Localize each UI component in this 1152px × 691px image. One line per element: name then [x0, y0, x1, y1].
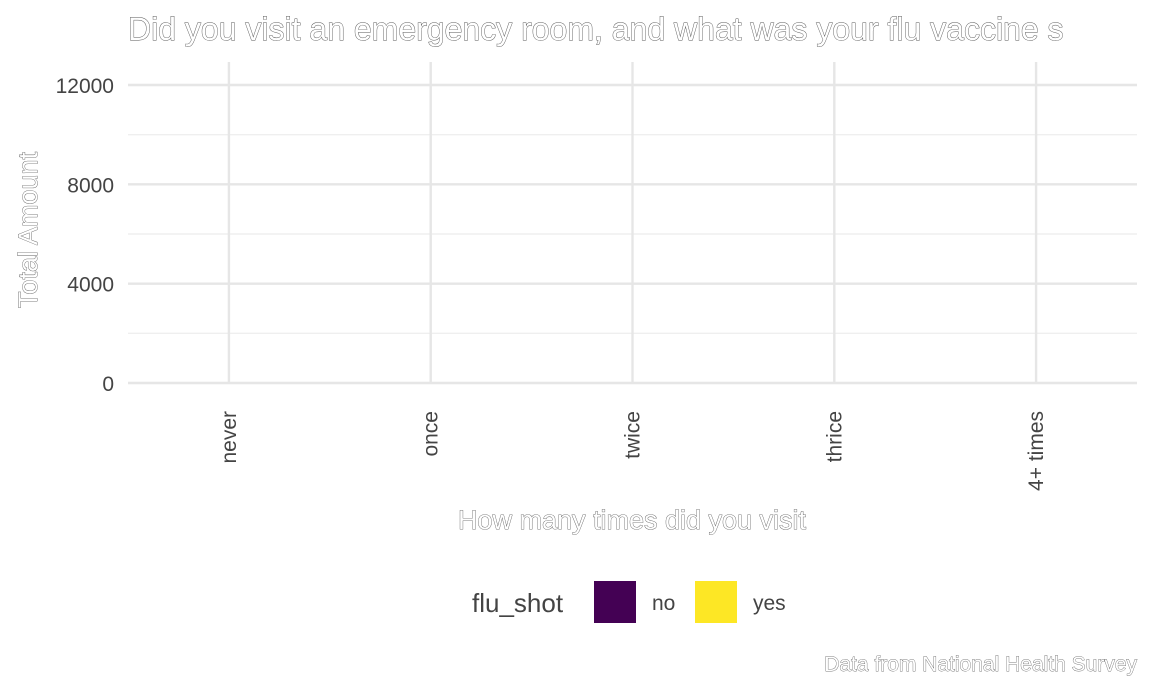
legend-label-no: no [652, 592, 675, 615]
y-tick-labels: 0 4000 8000 12000 [56, 75, 114, 396]
legend-swatch-yes [695, 581, 737, 623]
legend: flu_shot no yes [472, 581, 786, 623]
x-tick-label: 4+ times [1025, 411, 1048, 491]
chart-title: Did you visit an emergency room, and wha… [128, 11, 1064, 47]
legend-label-yes: yes [753, 592, 786, 615]
legend-title: flu_shot [472, 588, 564, 618]
y-axis-title: Total Amount [13, 151, 43, 308]
y-tick-label: 12000 [56, 75, 114, 98]
x-tick-label: once [420, 411, 443, 457]
y-tick-label: 4000 [67, 274, 114, 297]
caption: Data from National Health Survey [824, 653, 1137, 676]
y-tick-label: 8000 [67, 174, 114, 197]
y-tick-label: 0 [102, 373, 114, 396]
x-tick-label: thrice [823, 411, 846, 462]
x-tick-label: never [218, 411, 241, 464]
legend-swatch-no [594, 581, 636, 623]
x-tick-labels: never once twice thrice 4+ times [218, 411, 1048, 491]
major-x-gridlines [227, 62, 1038, 384]
x-axis-title: How many times did you visit [458, 505, 807, 535]
x-tick-label: twice [622, 411, 645, 459]
